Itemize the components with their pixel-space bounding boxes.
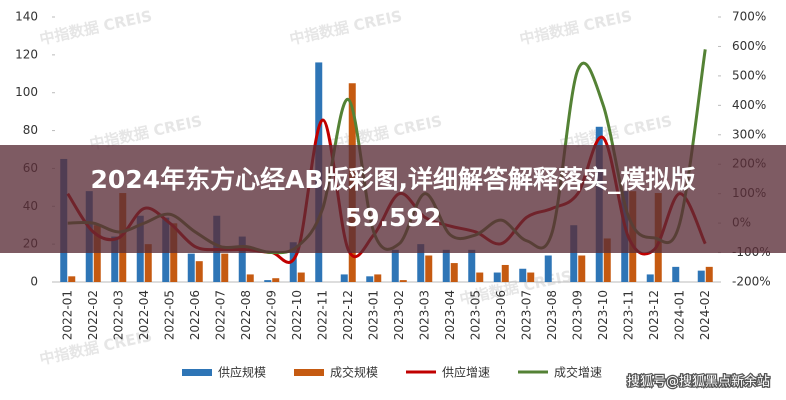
watermark: 中指数据 CREIS bbox=[288, 7, 404, 48]
y2-tick-label: 500% bbox=[732, 68, 766, 82]
y-tick-label: 100 bbox=[15, 85, 38, 99]
bar bbox=[144, 244, 152, 282]
bar bbox=[264, 280, 272, 282]
bar bbox=[246, 274, 254, 282]
x-tick-label: 2022-07 bbox=[213, 290, 227, 340]
bar bbox=[705, 266, 713, 282]
x-tick-label: 2023-09 bbox=[570, 290, 584, 340]
bar bbox=[195, 261, 203, 282]
bar bbox=[578, 255, 586, 282]
x-tick-label: 2024-01 bbox=[672, 290, 686, 340]
x-tick-label: 2022-10 bbox=[290, 290, 304, 340]
legend-label: 供应增速 bbox=[442, 365, 490, 380]
legend-swatch bbox=[294, 369, 324, 376]
bar bbox=[111, 236, 119, 282]
bar bbox=[425, 255, 433, 282]
x-tick-label: 2023-01 bbox=[366, 290, 380, 340]
x-tick-label: 2023-04 bbox=[443, 290, 457, 340]
y2-tick-label: 600% bbox=[732, 39, 766, 53]
y2-tick-label: 400% bbox=[732, 98, 766, 112]
overlay-title: 2024年东方心经AB版彩图,详细解答解释落实_模拟版59.592 bbox=[90, 165, 696, 232]
x-tick-label: 2022-11 bbox=[315, 290, 329, 340]
x-tick-label: 2023-06 bbox=[494, 290, 508, 340]
legend-label: 成交规模 bbox=[330, 365, 378, 380]
banner: 2024年东方心经AB版彩图,详细解答解释落实_模拟版59.592 bbox=[0, 145, 786, 253]
x-tick-label: 2024-02 bbox=[698, 290, 712, 340]
bar bbox=[187, 253, 195, 282]
watermark: 中指数据 CREIS bbox=[518, 7, 634, 48]
y-tick-label: 0 bbox=[30, 275, 38, 289]
x-tick-label: 2023-11 bbox=[621, 290, 635, 340]
bar bbox=[493, 272, 501, 282]
legend-label: 供应规模 bbox=[218, 365, 266, 380]
bar bbox=[366, 276, 374, 282]
x-tick-label: 2022-02 bbox=[86, 290, 100, 340]
x-tick-label: 2023-08 bbox=[545, 290, 559, 340]
source-mark: 搜狐号@搜狐黑点新余站 bbox=[627, 374, 770, 390]
bar bbox=[221, 253, 229, 282]
x-tick-label: 2022-04 bbox=[137, 290, 151, 340]
bar bbox=[544, 255, 552, 282]
y-tick-label: 120 bbox=[15, 47, 38, 61]
bar bbox=[399, 280, 407, 282]
bar bbox=[476, 272, 484, 282]
bar bbox=[238, 236, 246, 282]
x-tick-label: 2023-12 bbox=[647, 290, 661, 340]
bar bbox=[417, 244, 425, 282]
bar bbox=[272, 278, 280, 282]
x-tick-label: 2022-12 bbox=[341, 290, 355, 340]
bar bbox=[570, 225, 578, 282]
bar bbox=[93, 225, 101, 282]
x-tick-label: 2022-06 bbox=[188, 290, 202, 340]
bar bbox=[501, 264, 509, 282]
bar bbox=[519, 268, 527, 282]
bar bbox=[603, 238, 611, 282]
bar bbox=[289, 242, 297, 282]
bar bbox=[527, 272, 535, 282]
x-tick-label: 2023-07 bbox=[519, 290, 533, 340]
bar bbox=[297, 272, 305, 282]
x-tick-label: 2023-03 bbox=[417, 290, 431, 340]
x-tick-label: 2022-05 bbox=[162, 290, 176, 340]
bar bbox=[697, 270, 705, 282]
bar bbox=[68, 276, 76, 282]
x-tick-label: 2022-01 bbox=[60, 290, 74, 340]
legend-swatch bbox=[182, 369, 212, 376]
bar bbox=[450, 263, 458, 282]
x-tick-label: 2022-09 bbox=[264, 290, 278, 340]
x-tick-label: 2022-08 bbox=[239, 290, 253, 340]
y2-tick-label: 300% bbox=[732, 127, 766, 141]
x-tick-label: 2022-03 bbox=[111, 290, 125, 340]
y2-tick-label: -200% bbox=[732, 275, 771, 289]
x-tick-label: 2023-02 bbox=[392, 290, 406, 340]
y-tick-label: 80 bbox=[23, 123, 38, 137]
watermark: 中指数据 CREIS bbox=[38, 7, 154, 48]
y-tick-label: 140 bbox=[15, 10, 38, 24]
bar bbox=[646, 274, 654, 282]
x-tick-label: 2023-05 bbox=[468, 290, 482, 340]
bar bbox=[468, 249, 476, 282]
bar bbox=[391, 249, 399, 282]
legend-label: 成交增速 bbox=[554, 365, 602, 380]
x-tick-label: 2023-10 bbox=[596, 290, 610, 340]
bar bbox=[672, 266, 680, 282]
bar bbox=[374, 274, 382, 282]
y2-tick-label: 700% bbox=[732, 10, 766, 24]
bar bbox=[340, 274, 348, 282]
bar bbox=[442, 249, 450, 282]
